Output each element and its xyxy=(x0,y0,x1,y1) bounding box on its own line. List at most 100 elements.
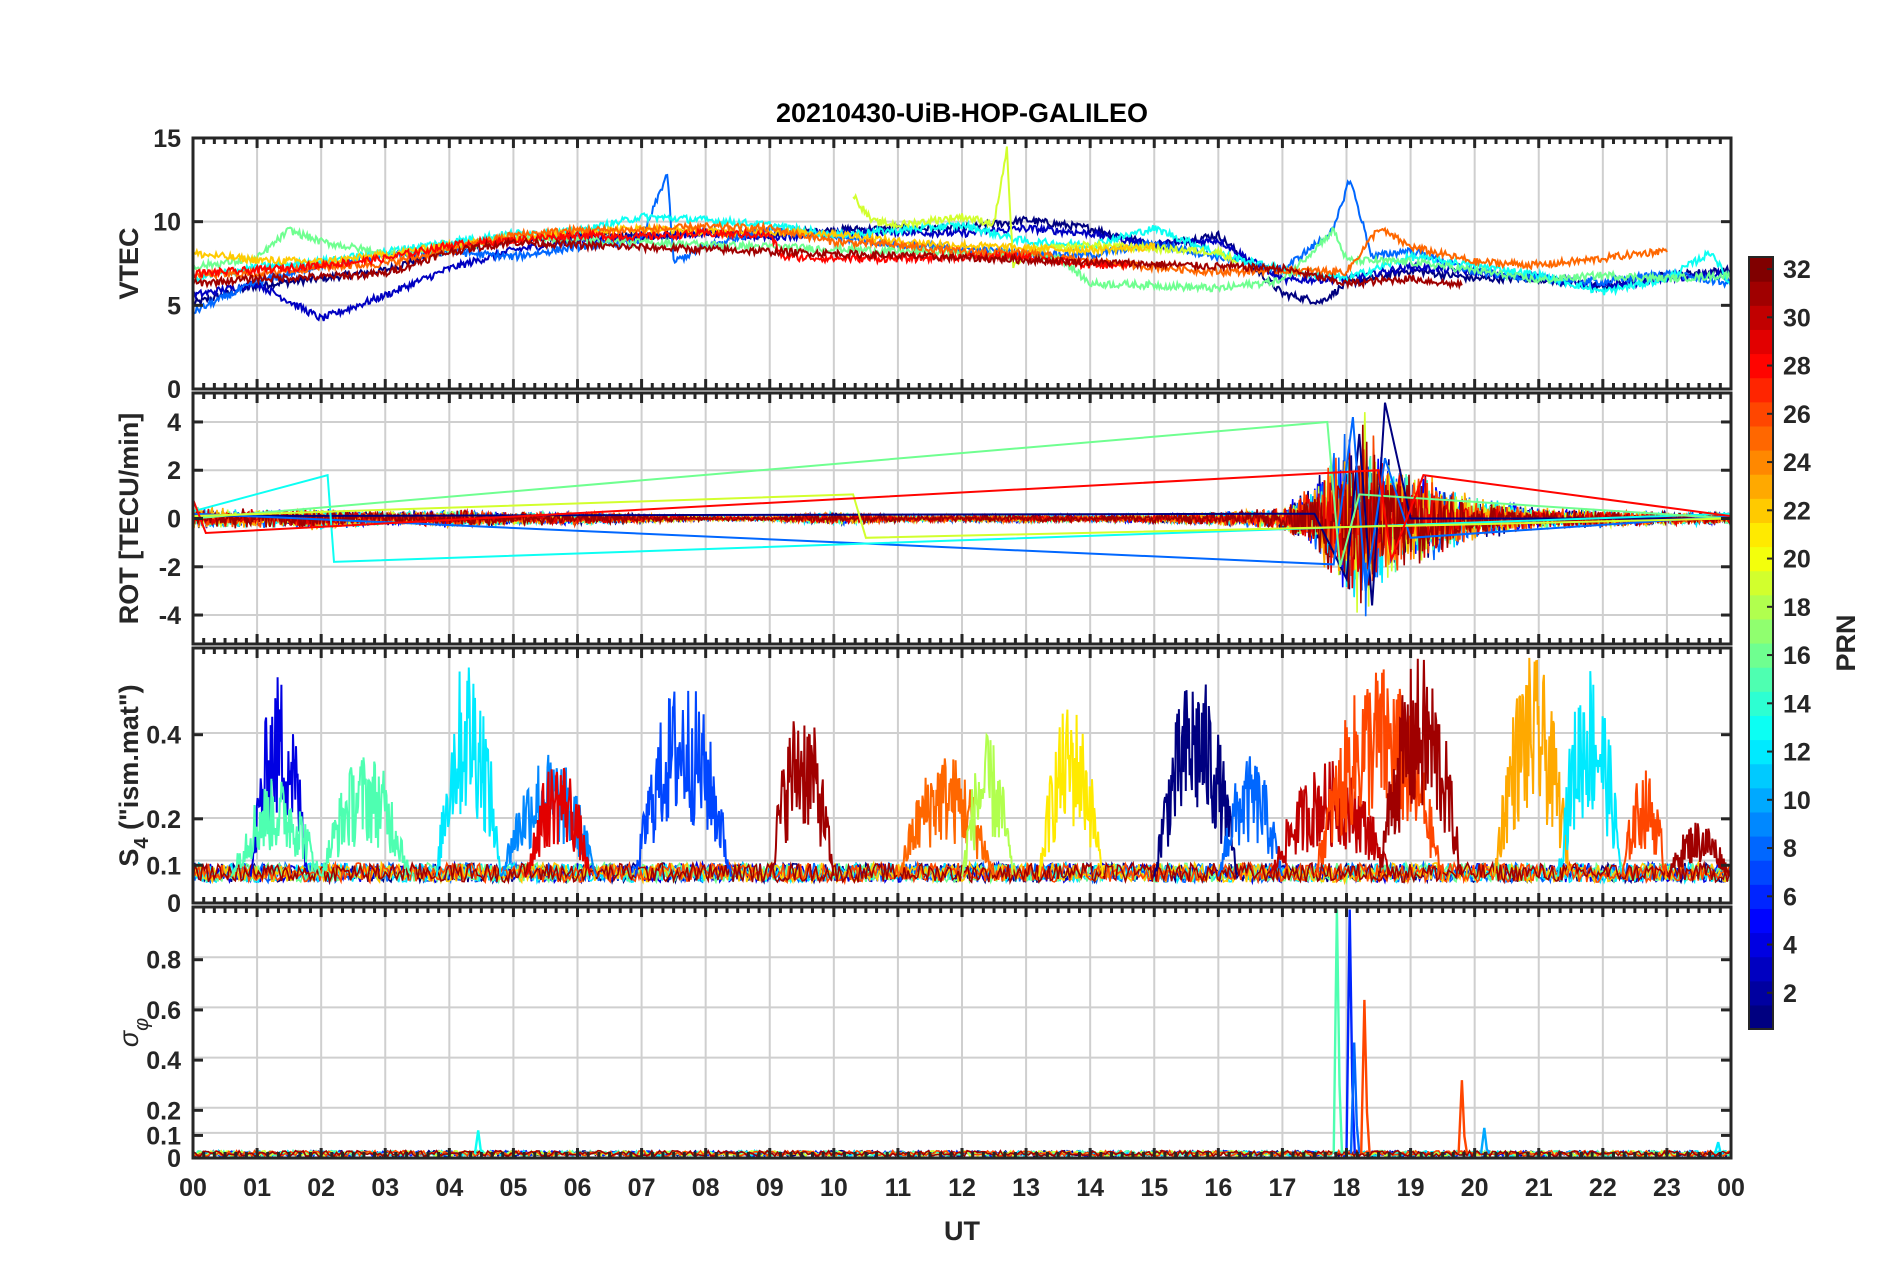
colorbar-swatch-25 xyxy=(1749,425,1773,451)
sigma-spike-prn-10 xyxy=(1479,1127,1491,1155)
x-tick-label: 22 xyxy=(1589,1174,1617,1202)
colorbar-swatch-19 xyxy=(1749,570,1773,596)
x-tick-label: 00 xyxy=(1717,1174,1745,1202)
y-tick-label: 0.2 xyxy=(146,806,181,834)
y-tick-label: 0 xyxy=(167,1145,181,1173)
x-tick-label: 00 xyxy=(179,1174,207,1202)
rot-series-prn-8 xyxy=(193,416,1731,592)
x-tick-label: 23 xyxy=(1653,1174,1681,1202)
s4-event-prn-15 xyxy=(320,757,412,878)
y-tick-label: 0 xyxy=(167,890,181,918)
colorbar-tick-label: 10 xyxy=(1783,787,1811,815)
colorbar-tick-label: 28 xyxy=(1783,353,1811,381)
y-axis-label-rot: ROT [TECU/min] xyxy=(114,413,144,624)
sigma-spike-prn-15 xyxy=(1332,909,1344,1154)
x-tick-label: 05 xyxy=(500,1174,528,1202)
panel-vtec: 0 5 10 15 VTEC xyxy=(114,125,1733,404)
y-tick-label: 0.1 xyxy=(146,852,181,880)
colorbar-swatch-11 xyxy=(1749,763,1773,789)
x-tick-label: 09 xyxy=(756,1174,784,1202)
s4-event-prn-4 xyxy=(249,677,309,877)
rot-series-prn-13 xyxy=(193,473,1731,563)
sigma-spike-prn-8 xyxy=(1349,1042,1361,1154)
vtec-series-prn-31 xyxy=(193,236,1463,291)
y-tick-label: 15 xyxy=(153,125,181,153)
colorbar-tick-label: 4 xyxy=(1783,932,1797,960)
panel-rot: -4 -2 0 2 4 ROT [TECU/min] xyxy=(114,391,1733,646)
rot-series-prn-16 xyxy=(193,420,1731,568)
s4-event-prn-21 xyxy=(1037,709,1104,877)
colorbar-tick-label: 32 xyxy=(1783,256,1811,284)
colorbar-tick-label: 12 xyxy=(1783,739,1811,767)
colorbar-tick-label: 14 xyxy=(1783,690,1811,718)
s4-event-prn-31 xyxy=(768,721,835,877)
x-tick-label: 04 xyxy=(435,1174,463,1202)
s4-event-prn-31 xyxy=(1666,822,1731,879)
chart-title: 20210430-UiB-HOP-GALILEO xyxy=(776,98,1148,128)
y-tick-label: 0.8 xyxy=(146,947,181,975)
x-tick-label: 07 xyxy=(628,1174,656,1202)
sigma-spike-prn-6 xyxy=(1345,909,1356,1154)
s4-event-prn-12 xyxy=(1557,671,1623,877)
sigma-spike-prn-12 xyxy=(1713,1141,1724,1155)
y-axis-label-vtec: VTEC xyxy=(114,227,144,299)
colorbar-swatch-31 xyxy=(1749,281,1773,306)
y-tick-label: -4 xyxy=(159,602,181,630)
colorbar-swatch-23 xyxy=(1749,474,1773,499)
vtec-series-prn-28 xyxy=(193,227,1130,278)
x-tick-label: 16 xyxy=(1204,1174,1232,1202)
x-tick-label: 15 xyxy=(1140,1174,1168,1202)
colorbar-tick-label: 8 xyxy=(1783,835,1797,863)
x-tick-label: 18 xyxy=(1333,1174,1361,1202)
y-tick-label: 5 xyxy=(167,292,181,320)
y-tick-label: 2 xyxy=(167,457,181,485)
x-axis-label: UT xyxy=(944,1216,980,1246)
x-tick-label: 01 xyxy=(243,1174,271,1202)
y-axis-label-s4: S4 ("ism.mat") xyxy=(114,684,153,866)
s4-event-prn-25 xyxy=(896,758,995,877)
s4-event-prn-12 xyxy=(435,667,502,877)
s4-data xyxy=(193,657,1731,886)
colorbar-swatch-21 xyxy=(1749,522,1773,548)
panel-sigma_phi: 00.10.2 0.4 0.6 0.8 σφ xyxy=(114,905,1733,1173)
y-tick-label: 0.1 xyxy=(146,1122,181,1150)
sigma-spike-prn-26 xyxy=(1457,1080,1469,1154)
x-tick-label: 14 xyxy=(1076,1174,1104,1202)
x-tick-label: 17 xyxy=(1269,1174,1297,1202)
colorbar-swatch-1 xyxy=(1749,1004,1773,1030)
colorbar-swatch-29 xyxy=(1749,329,1773,355)
rot-series-prn-28 xyxy=(193,469,1731,564)
sigma-spike-prn-26 xyxy=(1360,999,1371,1154)
x-tick-label: 20 xyxy=(1461,1174,1489,1202)
y-tick-label: 0.2 xyxy=(146,1097,181,1125)
vtec-series-prn-25 xyxy=(193,220,1668,281)
colorbar-tick-label: 6 xyxy=(1783,883,1797,911)
colorbar-tick-label: 18 xyxy=(1783,594,1811,622)
colorbar-tick-label: 26 xyxy=(1783,401,1811,429)
y-tick-label: 10 xyxy=(153,209,181,237)
colorbar-tick-label: 24 xyxy=(1783,449,1811,477)
colorbar-tick-label: 30 xyxy=(1783,304,1811,332)
y-tick-label: 4 xyxy=(167,409,181,437)
rot-series-prn-19 xyxy=(193,493,1731,539)
colorbar-swatch-15 xyxy=(1749,667,1773,692)
s4-event-prn-31 xyxy=(1377,658,1463,877)
colorbar-tick-label: 16 xyxy=(1783,642,1811,670)
y-axis-label-sigma_phi: σφ xyxy=(114,1018,153,1047)
x-tick-label: 02 xyxy=(307,1174,335,1202)
s4-event-prn-26 xyxy=(1621,770,1668,877)
colorbar-swatch-3 xyxy=(1749,956,1773,982)
vtec-series-prn-22 xyxy=(193,222,1156,268)
s4-event-prn-7 xyxy=(634,690,733,877)
y-tick-label: -2 xyxy=(159,554,181,582)
x-tick-label: 10 xyxy=(820,1174,848,1202)
vtec-data xyxy=(193,146,1731,322)
s4-event-prn-1 xyxy=(1153,684,1239,877)
rot-data xyxy=(193,402,1731,617)
x-tick-label: 08 xyxy=(692,1174,720,1202)
colorbar-swatch-5 xyxy=(1749,908,1773,934)
